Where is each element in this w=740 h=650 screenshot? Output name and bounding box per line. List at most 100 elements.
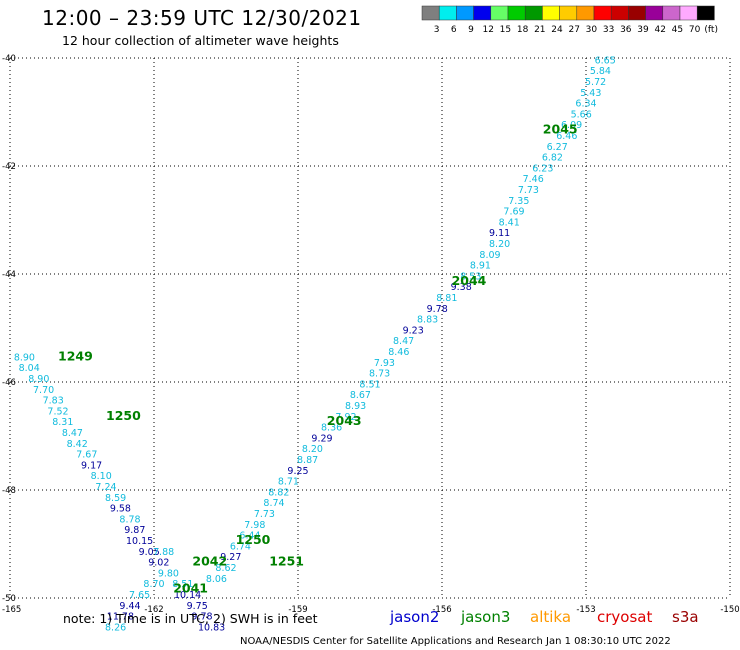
map-subtitle: 12 hour collection of altimeter wave hei… — [62, 33, 339, 48]
wave-height-value: 9.11 — [489, 228, 510, 239]
wave-height-value: 8.31 — [52, 417, 73, 428]
wave-height-value: 7.52 — [47, 406, 68, 417]
colorbar-tick-label: 9 — [468, 25, 474, 35]
pass-labels: 2045 2044 2043 1249 1250 1250 1251 2042 2041 — [58, 122, 578, 596]
wave-height-value: 6.44 — [239, 531, 260, 542]
longitude-tick-label: -159 — [288, 605, 307, 615]
wave-height-value: 9.75 — [187, 601, 208, 612]
colorbar-tick-label: 12 — [482, 25, 493, 35]
wave-height-value: 8.67 — [350, 390, 371, 401]
wave-height-value: 7.35 — [508, 196, 529, 207]
wave-height-value: 5.43 — [580, 88, 601, 99]
colorbar-tick-label: 24 — [551, 25, 563, 35]
wave-height-value: 7.24 — [95, 482, 116, 493]
wave-height-value: 8.83 — [417, 315, 438, 326]
wave-height-observations: 6.655.845.725.436.345.666.096.466.276.82… — [14, 55, 616, 633]
longitude-tick-label: -165 — [2, 605, 21, 615]
wave-height-value: 8.70 — [143, 579, 164, 590]
colorbar-tick-label: 15 — [500, 25, 511, 35]
longitude-tick-label: -153 — [576, 605, 595, 615]
wave-height-value: 10.83 — [198, 622, 225, 633]
wave-height-value: 9.78 — [191, 612, 212, 623]
wave-height-value: 8.51 — [359, 379, 380, 390]
pass-number-label: 1251 — [269, 554, 304, 569]
wave-height-value: 8.62 — [215, 563, 236, 574]
wave-height-value: 10.15 — [126, 536, 153, 547]
pass-number-label: 1250 — [106, 408, 141, 423]
grid-lines — [9, 57, 731, 599]
wave-height-value: 7.93 — [374, 358, 395, 369]
wave-height-value: 9.02 — [148, 558, 169, 569]
wave-height-value: 8.09 — [479, 250, 500, 261]
wave-height-value: 7.73 — [254, 509, 275, 520]
wave-height-value: 8.87 — [297, 455, 318, 466]
wave-height-value: 6.82 — [542, 153, 563, 164]
wave-height-value: 8.51 — [172, 579, 193, 590]
wave-height-value: 9.44 — [119, 601, 140, 612]
wave-height-value: 8.20 — [489, 239, 510, 250]
pass-number-label: 2045 — [543, 122, 578, 137]
wave-height-value: 8.06 — [206, 574, 227, 585]
wave-height-value: 8.26 — [105, 622, 126, 633]
map-title: 12:00 – 23:59 UTC 12/30/2021 — [42, 6, 362, 30]
legend-cryosat: cryosat — [597, 608, 653, 626]
colorbar-tick-label: 18 — [517, 25, 529, 35]
wave-height-value: 10.14 — [174, 590, 201, 601]
wave-height-value: 7.69 — [503, 207, 524, 218]
longitude-tick-label: -150 — [720, 605, 739, 615]
wave-height-value: 8.20 — [302, 444, 323, 455]
wave-height-value: 6.34 — [575, 99, 596, 110]
colorbar-tick-label: 30 — [586, 25, 598, 35]
wave-height-value: 6.74 — [230, 541, 251, 552]
legend-altika: altika — [530, 608, 572, 626]
wave-height-value: 8.78 — [119, 514, 140, 525]
wave-height-value: 8.90 — [28, 374, 49, 385]
wave-height-value: 7.73 — [518, 185, 539, 196]
wave-height-colorbar: 3 6 9 12 15 18 21 24 27 30 33 36 39 42 45 70 (ft) — [421, 5, 718, 35]
colorbar-tick-label: 42 — [654, 25, 665, 35]
wave-height-value: 8.71 — [278, 477, 299, 488]
longitude-tick-label: -162 — [144, 605, 163, 615]
latitude-tick-label: -42 — [2, 162, 16, 172]
latitude-tick-label: -50 — [2, 594, 16, 604]
wave-height-value: 7.88 — [153, 547, 174, 558]
wave-height-value: 5.84 — [590, 66, 611, 77]
wave-height-value: 7.92 — [335, 412, 356, 423]
units-note: note: 1) Time is in UTC; 2) SWH is in fe… — [63, 611, 318, 626]
colorbar-tick-label: 21 — [534, 25, 545, 35]
latitude-tick-label: -46 — [2, 378, 16, 388]
wave-height-value: 9.80 — [158, 568, 179, 579]
colorbar-tick-label: 3 — [434, 25, 440, 35]
wave-height-value: 9.58 — [110, 504, 131, 515]
longitude-tick-label: -156 — [432, 605, 451, 615]
wave-height-value: 6.23 — [532, 163, 553, 174]
wave-height-value: 9.23 — [403, 325, 424, 336]
pass-number-label: 2043 — [327, 413, 362, 428]
colorbar-swatch — [696, 5, 715, 21]
wave-height-value: 7.67 — [76, 450, 97, 461]
wave-height-value: 8.41 — [499, 217, 520, 228]
wave-height-value: 7.70 — [33, 385, 54, 396]
wave-height-value: 7.65 — [129, 590, 150, 601]
wave-height-value: 9.17 — [81, 460, 102, 471]
colorbar-tick-label: 6 — [451, 25, 457, 35]
wave-height-value: 6.46 — [556, 131, 577, 142]
pass-number-label: 1250 — [236, 532, 271, 547]
wave-height-value: 8.59 — [105, 493, 126, 504]
wave-height-value: 9.05 — [139, 547, 160, 558]
colorbar-tick-label: 70 — [689, 25, 701, 35]
colorbar-tick-label: 45 — [672, 25, 683, 35]
wave-height-value: 8.93 — [345, 401, 366, 412]
wave-height-value: 9.29 — [311, 433, 332, 444]
wave-height-value: 8.47 — [393, 336, 414, 347]
wave-height-value: 8.91 — [470, 261, 491, 272]
wave-height-value: 9.87 — [124, 525, 145, 536]
wave-height-value: 8.47 — [62, 428, 83, 439]
wave-height-value: 5.72 — [585, 77, 606, 88]
wave-height-value: 8.42 — [67, 439, 88, 450]
wave-height-value: 8.74 — [263, 498, 284, 509]
wave-height-value: 9.27 — [220, 552, 241, 563]
wave-height-value: 9.78 — [427, 304, 448, 315]
pass-number-label: 1249 — [58, 348, 93, 363]
wave-height-value: 8.73 — [369, 369, 390, 380]
